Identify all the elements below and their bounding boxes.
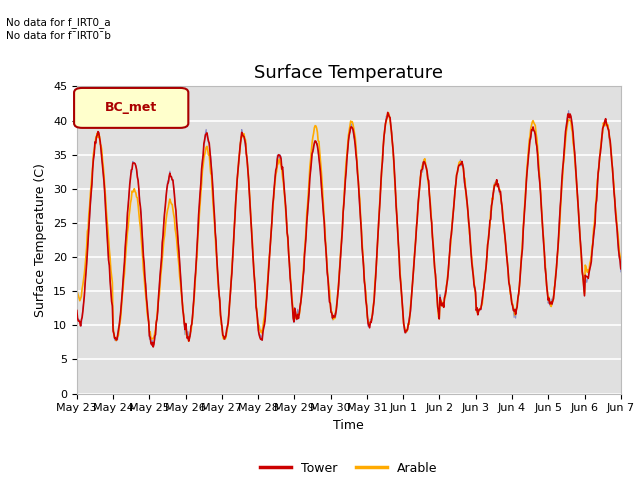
FancyBboxPatch shape [74,88,188,128]
X-axis label: Time: Time [333,419,364,432]
Legend: Tower, Arable: Tower, Arable [255,456,443,480]
Text: No data for f_IRT0_a: No data for f_IRT0_a [6,17,111,28]
Text: No data for f¯IRT0¯b: No data for f¯IRT0¯b [6,31,111,41]
Title: Surface Temperature: Surface Temperature [254,64,444,82]
Text: BC_met: BC_met [105,101,157,114]
Y-axis label: Surface Temperature (C): Surface Temperature (C) [35,163,47,317]
